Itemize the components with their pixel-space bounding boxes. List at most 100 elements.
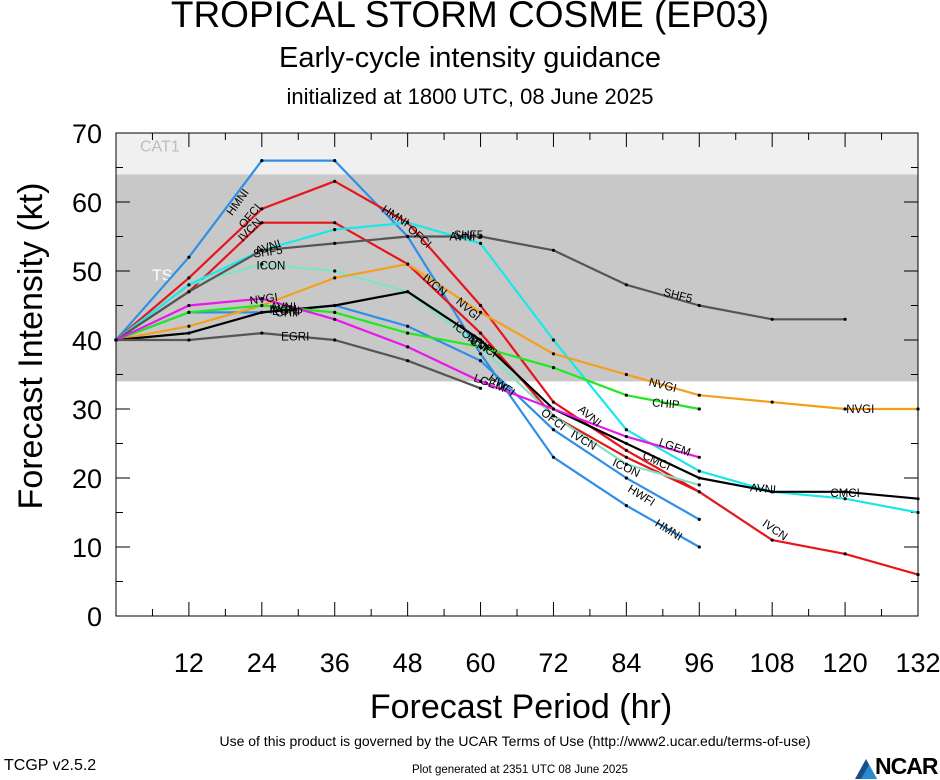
- data-point: [697, 483, 701, 487]
- line-label: AVNI: [449, 232, 475, 244]
- x-axis-title: Forecast Period (hr): [370, 688, 672, 726]
- data-point: [478, 359, 483, 363]
- axes: 0 10 20 30 40 50 60 70 12 24 36 48 60 72 84 96 108 120 132: [72, 119, 940, 678]
- line-label: AVNI: [750, 482, 777, 496]
- line-label: AVNI: [270, 302, 296, 314]
- data-point: [916, 497, 920, 501]
- data-point: [916, 573, 920, 577]
- data-point: [551, 338, 556, 342]
- y-tick-label: 30: [72, 395, 102, 425]
- data-point: [624, 504, 628, 508]
- initialization-time: initialized at 1800 UTC, 08 June 2025: [286, 84, 654, 109]
- x-tick-label: 132: [895, 648, 940, 678]
- data-point: [697, 303, 701, 308]
- line-label: NVGI: [249, 292, 279, 308]
- generated-time: Plot generated at 2351 UTC 08 June 2025: [411, 764, 629, 776]
- band-label: CAT1: [140, 139, 180, 156]
- data-point: [697, 545, 701, 549]
- x-tick-label: 24: [247, 648, 277, 678]
- data-point: [770, 490, 774, 494]
- line-label: CMCI: [830, 488, 859, 500]
- data-point: [187, 331, 191, 335]
- y-tick-label: 50: [72, 257, 102, 287]
- data-point: [187, 290, 191, 294]
- data-point: [770, 538, 774, 542]
- data-point: [770, 400, 774, 404]
- axis-labels: Forecast Period (hr) Forecast Intensity (…: [12, 183, 672, 726]
- data-point: [478, 379, 483, 383]
- data-point: [697, 490, 701, 494]
- data-point: [624, 428, 628, 432]
- data-point: [624, 393, 628, 397]
- data-point: [333, 221, 337, 225]
- data-point: [260, 221, 264, 225]
- y-tick-label: 60: [72, 188, 102, 218]
- data-point: [478, 386, 483, 390]
- chart-subtitle: Early-cycle intensity guidance: [278, 42, 661, 74]
- terms-of-use: Use of this product is governed by the U…: [219, 733, 811, 749]
- data-point: [843, 407, 847, 411]
- y-tick-label: 20: [72, 464, 102, 494]
- series-line-cmci: [115, 290, 919, 500]
- data-point: [697, 455, 701, 459]
- data-point: [843, 317, 847, 321]
- data-point: [624, 476, 628, 480]
- data-point: [406, 234, 410, 239]
- x-tick-label: 108: [750, 648, 795, 678]
- line-label: SHF5: [454, 230, 483, 242]
- y-tick-label: 10: [72, 533, 102, 563]
- data-point: [406, 331, 410, 335]
- data-point: [260, 159, 264, 163]
- data-point: [187, 310, 191, 314]
- data-point: [333, 338, 337, 342]
- line-label: EGRI: [281, 332, 309, 344]
- data-point: [624, 455, 628, 459]
- data-point: [697, 476, 701, 480]
- x-tick-label: 12: [174, 648, 204, 678]
- series-line-nvgi: [115, 263, 918, 411]
- data-point: [260, 248, 264, 252]
- data-point: [260, 310, 264, 314]
- data-point: [333, 159, 337, 163]
- data-point: [551, 400, 556, 404]
- data-point: [187, 283, 191, 287]
- data-point: [260, 331, 264, 335]
- line-label: CHIP: [275, 307, 303, 319]
- data-point: [916, 510, 920, 515]
- data-point: [551, 455, 556, 459]
- data-point: [478, 241, 483, 245]
- data-point: [551, 414, 556, 418]
- data-point: [843, 552, 847, 556]
- data-point: [333, 179, 337, 183]
- data-point: [406, 290, 410, 294]
- data-point: [406, 324, 410, 328]
- data-point: [478, 345, 483, 349]
- line-label: ICON: [257, 260, 286, 272]
- data-point: [478, 310, 483, 314]
- data-point: [551, 352, 556, 356]
- data-point: [114, 338, 118, 342]
- line-label: SHF5: [253, 245, 284, 261]
- data-point: [406, 221, 410, 225]
- y-axis-title: Forecast Intensity (kt): [12, 183, 50, 510]
- data-point: [478, 331, 483, 335]
- data-point: [187, 338, 191, 342]
- data-point: [916, 407, 920, 411]
- data-point: [260, 297, 264, 301]
- data-point: [551, 407, 556, 411]
- line-label: HMNI: [653, 518, 684, 544]
- data-point: [624, 462, 628, 466]
- data-point: [406, 262, 410, 266]
- y-tick-label: 0: [87, 602, 102, 632]
- model-lines: [114, 159, 920, 577]
- version-label: TCGP v2.5.2: [4, 757, 97, 774]
- data-point: [770, 317, 774, 321]
- series-line-egri: [116, 332, 481, 390]
- data-point: [187, 276, 191, 280]
- x-tick-label: 48: [393, 648, 423, 678]
- line-label: CHIP: [652, 397, 681, 411]
- data-point: [697, 517, 701, 522]
- y-tick-label: 70: [72, 119, 102, 149]
- x-tick-label: 84: [611, 648, 641, 678]
- logo-text: NCAR: [875, 753, 938, 779]
